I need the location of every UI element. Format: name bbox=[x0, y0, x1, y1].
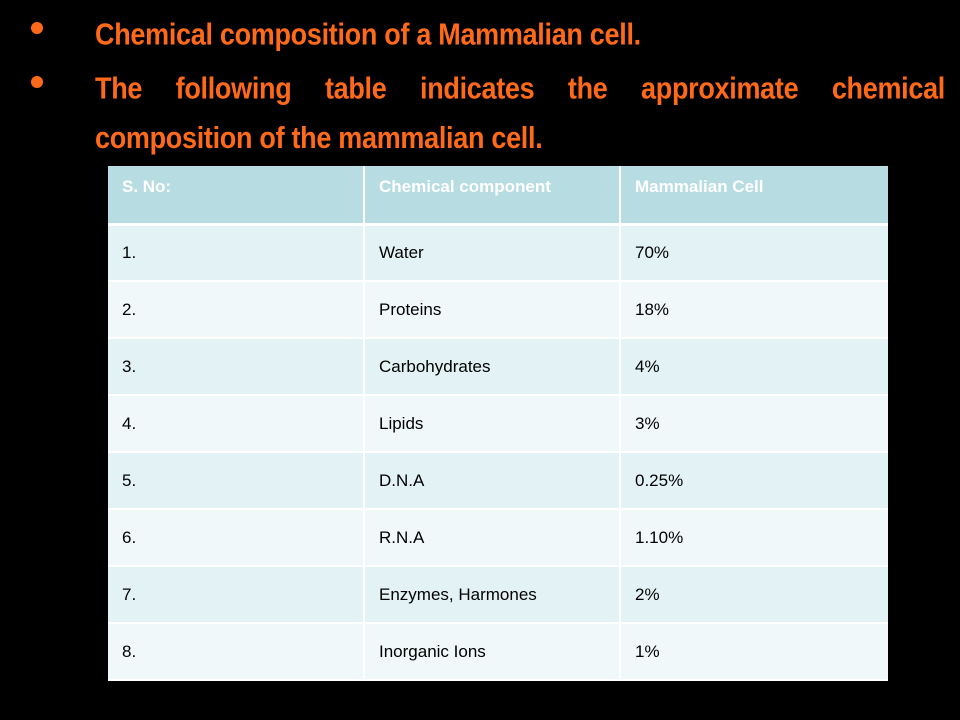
cell-chemical-component: D.N.A bbox=[364, 452, 621, 510]
table-row: 6. R.N.A 1.10% bbox=[108, 509, 888, 567]
cell-serial-number: 2. bbox=[108, 281, 365, 339]
table-row: 4. Lipids 3% bbox=[108, 395, 888, 453]
table-row: 2. Proteins 18% bbox=[108, 281, 888, 339]
cell-chemical-component: Lipids bbox=[364, 395, 621, 453]
cell-percentage: 18% bbox=[620, 281, 888, 339]
cell-percentage: 1.10% bbox=[620, 509, 888, 567]
bullet-dot-icon bbox=[31, 22, 43, 34]
cell-percentage: 2% bbox=[620, 566, 888, 624]
table-row: 5. D.N.A 0.25% bbox=[108, 452, 888, 510]
cell-percentage: 70% bbox=[620, 224, 888, 282]
table-row: 8. Inorganic Ions 1% bbox=[108, 623, 888, 681]
composition-table: S. No: Chemical component Mammalian Cell… bbox=[108, 166, 888, 681]
header-serial-number: S. No: bbox=[108, 166, 365, 226]
bullet-item: Chemical composition of a Mammalian cell… bbox=[0, 10, 960, 54]
cell-percentage: 1% bbox=[620, 623, 888, 681]
cell-serial-number: 6. bbox=[108, 509, 365, 567]
header-mammalian-cell: Mammalian Cell bbox=[620, 166, 888, 226]
cell-serial-number: 1. bbox=[108, 224, 365, 282]
bullet-description: The following table indicates the approx… bbox=[95, 71, 945, 155]
table-row: 7. Enzymes, Harmones 2% bbox=[108, 566, 888, 624]
bullet-dot-icon bbox=[31, 76, 43, 88]
cell-serial-number: 8. bbox=[108, 623, 365, 681]
cell-serial-number: 7. bbox=[108, 566, 365, 624]
slide-title: Chemical composition of a Mammalian cell… bbox=[95, 17, 641, 52]
cell-chemical-component: Proteins bbox=[364, 281, 621, 339]
table-row: 1. Water 70% bbox=[108, 224, 888, 282]
cell-chemical-component: Inorganic Ions bbox=[364, 623, 621, 681]
table-header-row: S. No: Chemical component Mammalian Cell bbox=[108, 166, 888, 226]
cell-percentage: 0.25% bbox=[620, 452, 888, 510]
cell-serial-number: 4. bbox=[108, 395, 365, 453]
table-row: 3. Carbohydrates 4% bbox=[108, 338, 888, 396]
cell-chemical-component: R.N.A bbox=[364, 509, 621, 567]
cell-percentage: 4% bbox=[620, 338, 888, 396]
cell-percentage: 3% bbox=[620, 395, 888, 453]
header-chemical-component: Chemical component bbox=[364, 166, 621, 226]
bullet-item: The following table indicates the approx… bbox=[0, 64, 960, 156]
cell-serial-number: 3. bbox=[108, 338, 365, 396]
cell-chemical-component: Water bbox=[364, 224, 621, 282]
cell-chemical-component: Enzymes, Harmones bbox=[364, 566, 621, 624]
cell-chemical-component: Carbohydrates bbox=[364, 338, 621, 396]
cell-serial-number: 5. bbox=[108, 452, 365, 510]
